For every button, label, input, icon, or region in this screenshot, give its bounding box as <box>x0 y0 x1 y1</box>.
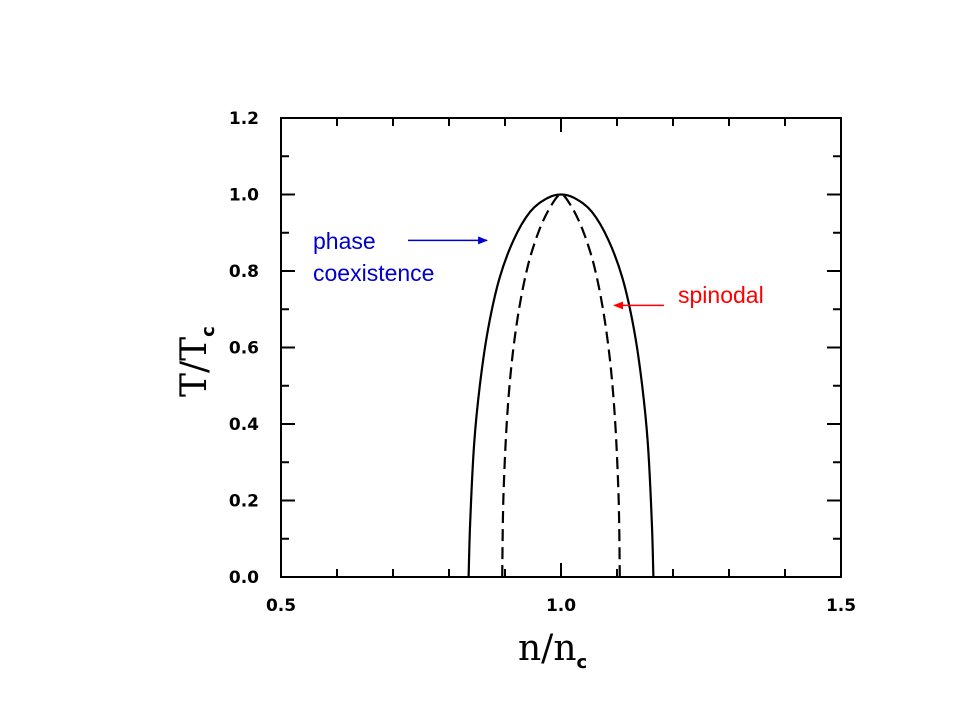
y-tick-label: 0.2 <box>229 492 259 512</box>
annotations: phase coexistence spinodal <box>313 228 764 310</box>
y-tick-label: 1.0 <box>229 186 259 206</box>
x-axis-label: n/nc <box>518 628 587 673</box>
plot-frame <box>280 117 842 578</box>
x-axis-label-main: n/n <box>518 628 577 669</box>
spinodal-curve <box>501 193 621 578</box>
axis-ticks <box>280 117 842 578</box>
x-tick-label: 1.0 <box>546 596 576 616</box>
y-tick-label: 1.2 <box>229 109 259 129</box>
coexistence-curve <box>467 193 655 578</box>
y-axis-label-main: T/T <box>174 337 215 397</box>
x-axis-label-sub: c <box>577 652 588 673</box>
x-tick-label: 0.5 <box>266 596 296 616</box>
y-axis-label: T/Tc <box>174 326 219 397</box>
phase-coexistence-label: coexistence <box>313 260 434 286</box>
y-tick-label: 0.8 <box>229 262 259 282</box>
tick-labels: 0.5 1.0 1.5 0.0 0.2 0.4 0.6 0.8 1.0 1.2 <box>229 109 856 616</box>
spinodal-label: spinodal <box>678 282 764 308</box>
y-tick-label: 0.0 <box>229 568 259 588</box>
phase-coexistence-label: phase <box>313 228 376 254</box>
y-tick-label: 0.4 <box>229 415 259 435</box>
y-tick-label: 0.6 <box>229 339 259 359</box>
y-axis-label-sub: c <box>198 326 219 337</box>
curves <box>467 193 655 578</box>
x-tick-label: 1.5 <box>826 596 856 616</box>
